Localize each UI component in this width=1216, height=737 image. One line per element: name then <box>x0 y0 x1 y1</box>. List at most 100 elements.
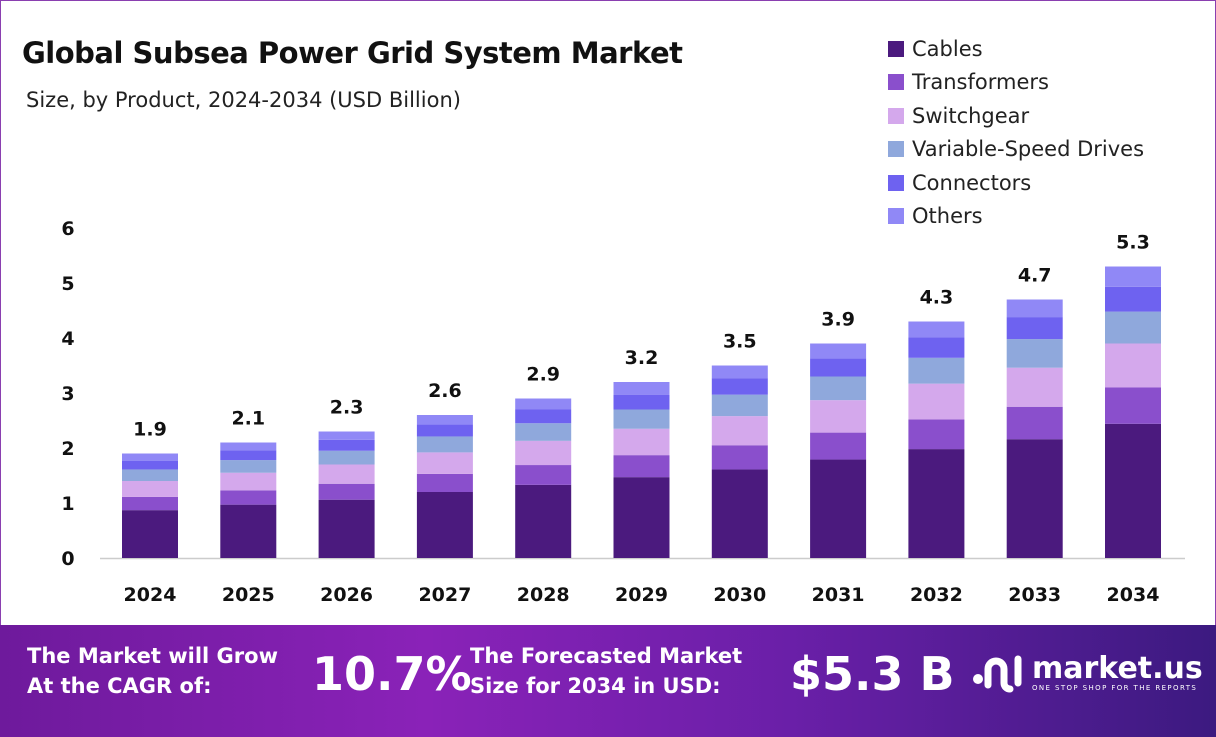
x-tick-label: 2024 <box>124 584 177 606</box>
legend-swatch <box>888 174 904 191</box>
bar-segment-cables <box>810 459 867 558</box>
data-label: 3.2 <box>625 347 659 369</box>
bar-segment-others <box>515 398 572 410</box>
legend-swatch <box>888 40 904 57</box>
chart-subtitle: Size, by Product, 2024-2034 (USD Billion… <box>26 88 461 112</box>
legend-item: Cables <box>888 32 1144 66</box>
legend-swatch <box>888 141 904 158</box>
bar-segment-switchgear <box>810 400 867 433</box>
bar-segment-others <box>416 415 473 425</box>
data-label: 3.5 <box>723 331 757 353</box>
footer-banner: The Market will Grow At the CAGR of: 10.… <box>0 625 1216 737</box>
bar-segment-switchgear <box>318 464 375 484</box>
forecast-label-line2: Size for 2034 in USD: <box>470 674 721 698</box>
bar-segment-cables <box>220 504 277 558</box>
legend-label: Others <box>912 204 983 229</box>
legend: Cables Transformers Switchgear Variable-Spe… <box>888 32 1144 233</box>
bar-segment-transformers <box>122 496 178 511</box>
bar-segment-switchgear <box>515 440 572 466</box>
bar-segment-cables <box>122 510 178 558</box>
bar-segment-variable-speed-drives <box>613 409 670 429</box>
data-label: 1.9 <box>133 419 167 441</box>
legend-label: Variable-Speed Drives <box>912 137 1145 162</box>
logo-tagline: ONE STOP SHOP FOR THE REPORTS <box>1032 683 1198 692</box>
x-tick-label: 2027 <box>418 584 471 606</box>
bar-segment-others <box>1105 266 1161 287</box>
bar-segment-variable-speed-drives <box>810 376 867 401</box>
legend-item: Others <box>888 200 1144 234</box>
forecast-value: $5.3 B <box>790 647 955 701</box>
bar-segment-variable-speed-drives <box>318 450 375 465</box>
data-label: 3.9 <box>821 309 855 331</box>
bar-segment-variable-speed-drives <box>220 460 277 473</box>
bar-segment-switchgear <box>416 452 473 474</box>
bar-segment-connectors <box>1105 286 1161 312</box>
bar-segment-switchgear <box>711 416 768 446</box>
bar-segment-connectors <box>908 337 965 358</box>
legend-label: Transformers <box>912 70 1049 95</box>
bar-segment-connectors <box>318 439 375 451</box>
cagr-label: The Market will Grow At the CAGR of: <box>27 641 278 701</box>
x-tick-label: 2033 <box>1008 584 1061 606</box>
legend-swatch <box>888 107 904 124</box>
bar-segment-switchgear <box>122 481 178 497</box>
cagr-label-line1: The Market will Grow <box>27 644 278 668</box>
logo-name: market.us <box>1032 650 1203 686</box>
bar-segment-others <box>220 442 277 451</box>
bar-segment-variable-speed-drives <box>711 394 768 417</box>
bar-segment-connectors <box>416 424 473 437</box>
cagr-label-line2: At the CAGR of: <box>27 674 212 698</box>
y-tick-label: 0 <box>61 548 74 570</box>
y-tick-label: 6 <box>61 218 74 240</box>
x-tick-label: 2026 <box>320 584 373 606</box>
legend-swatch <box>888 74 904 91</box>
legend-item: Connectors <box>888 166 1144 200</box>
x-tick-label: 2030 <box>713 584 766 606</box>
legend-item: Variable-Speed Drives <box>888 133 1144 167</box>
chart-title: Global Subsea Power Grid System Market <box>22 36 683 70</box>
bar-segment-transformers <box>908 419 965 450</box>
bar-segment-connectors <box>122 460 178 470</box>
x-tick-label: 2032 <box>910 584 963 606</box>
x-tick-label: 2025 <box>222 584 275 606</box>
bar-chart: 0 1 2 3 4 5 6 1.9 2024 2.1 2025 2.3 2026 2.6 2027 2.9 20… <box>61 218 1185 606</box>
legend-item: Switchgear <box>888 99 1144 133</box>
bar-segment-cables <box>416 492 473 558</box>
bar-segment-switchgear <box>1006 367 1063 407</box>
y-tick-label: 4 <box>61 328 74 350</box>
legend-label: Connectors <box>912 170 1032 195</box>
bar-segment-variable-speed-drives <box>1006 339 1063 368</box>
bar-segment-transformers <box>1105 387 1161 424</box>
data-label: 2.1 <box>231 408 265 430</box>
bar-segment-cables <box>1006 439 1063 558</box>
x-tick-label: 2034 <box>1107 584 1160 606</box>
bar-segment-others <box>318 431 375 440</box>
data-label: 2.6 <box>428 380 462 402</box>
bar-segment-transformers <box>515 465 572 485</box>
data-label: 5.3 <box>1116 232 1150 254</box>
bar-segment-others <box>711 365 768 379</box>
legend-item: Transformers <box>888 66 1144 100</box>
bar-segment-others <box>810 343 867 359</box>
data-label: 4.7 <box>1018 265 1052 287</box>
bar-segment-switchgear <box>1105 343 1161 388</box>
bar-segment-cables <box>318 499 375 558</box>
bar-segment-connectors <box>810 358 867 377</box>
cagr-value: 10.7% <box>312 647 472 701</box>
bar-segment-cables <box>1105 423 1161 558</box>
bar-segment-others <box>908 321 965 338</box>
data-label: 2.3 <box>330 397 364 419</box>
legend-swatch <box>888 208 904 225</box>
bar-segment-connectors <box>1006 317 1063 340</box>
logo-mark-icon <box>973 655 1022 693</box>
bar-segment-transformers <box>613 455 670 478</box>
bar-segment-transformers <box>810 432 867 460</box>
bar-segment-connectors <box>613 394 670 410</box>
bar-segment-variable-speed-drives <box>122 469 178 481</box>
bar-segment-connectors <box>515 409 572 424</box>
bar-segment-switchgear <box>908 383 965 420</box>
bar-segment-switchgear <box>220 472 277 491</box>
bar-segment-transformers <box>1006 406 1063 440</box>
x-tick-label: 2028 <box>517 584 570 606</box>
data-label: 4.3 <box>920 287 954 309</box>
